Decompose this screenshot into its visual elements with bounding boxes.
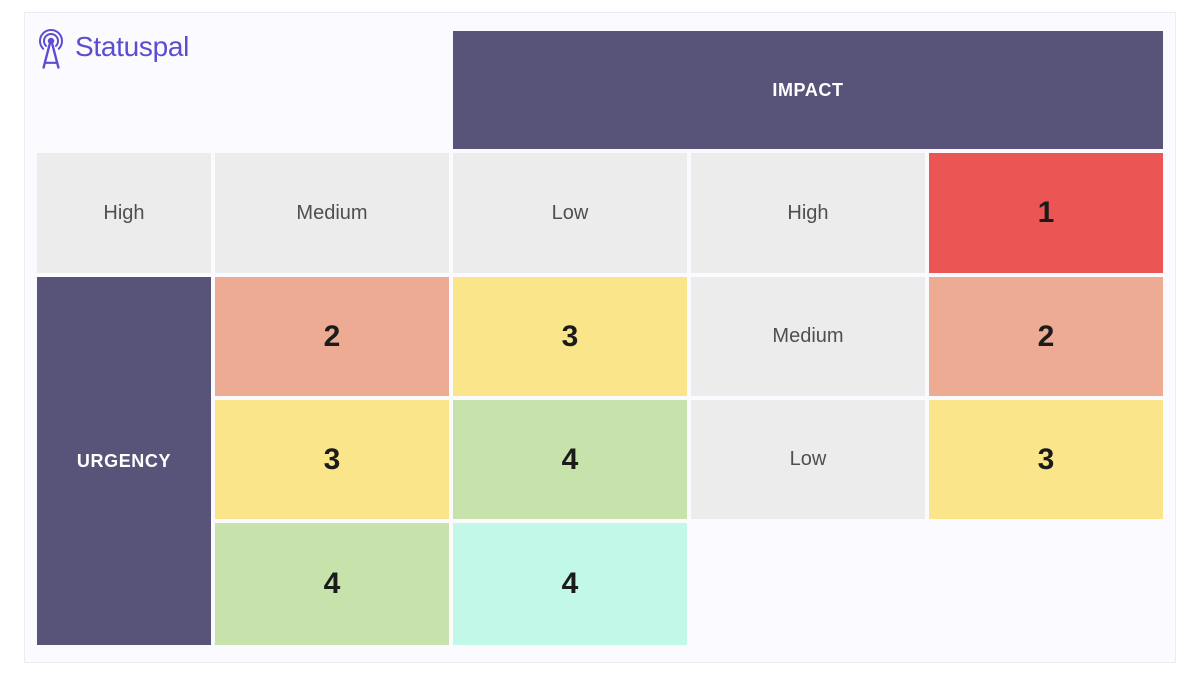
matrix-cell-urgency-high-impact-high: 1 [929,153,1163,273]
impact-column-header-low: Low [453,153,687,273]
impact-column-header-high: High [37,153,211,273]
matrix-cell-urgency-medium-impact-high: 2 [929,277,1163,396]
impact-column-header-medium: Medium [215,153,449,273]
matrix-empty-corner [37,31,449,149]
priority-matrix-table: IMPACT High Medium Low URGENCY High 1 2 … [37,31,1163,645]
matrix-cell-urgency-medium-impact-low: 4 [453,400,687,519]
broadcast-antenna-icon [39,29,63,69]
matrix-cell-urgency-high-impact-medium: 2 [215,277,449,396]
urgency-row-header-low: Low [691,400,925,519]
priority-matrix-panel: Statuspal IMPACT High Medium Low URGENCY… [24,12,1176,663]
impact-axis-header: IMPACT [453,31,1163,149]
urgency-row-header-medium: Medium [691,277,925,396]
matrix-cell-urgency-low-impact-low: 4 [453,523,687,645]
matrix-cell-urgency-low-impact-high: 3 [929,400,1163,519]
matrix-cell-urgency-high-impact-low: 3 [453,277,687,396]
statuspal-logo-text: Statuspal [75,31,190,62]
matrix-cell-urgency-low-impact-medium: 4 [215,523,449,645]
urgency-axis-header: URGENCY [37,277,211,645]
matrix-cell-urgency-medium-impact-medium: 3 [215,400,449,519]
statuspal-logo[interactable]: Statuspal [31,27,189,71]
urgency-row-header-high: High [691,153,925,273]
